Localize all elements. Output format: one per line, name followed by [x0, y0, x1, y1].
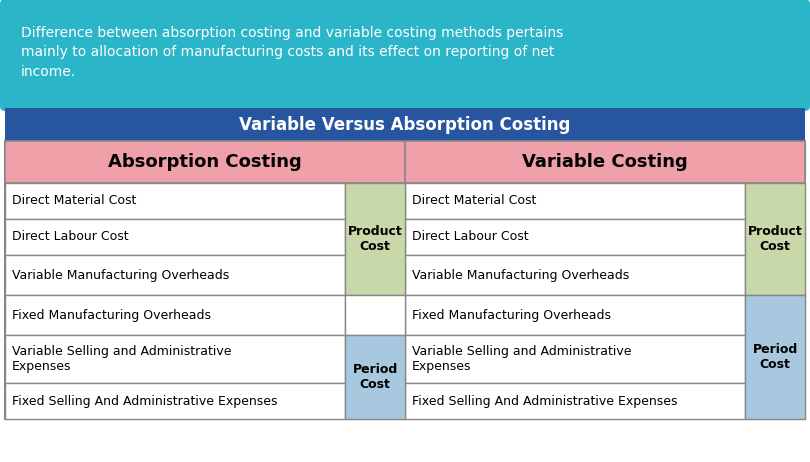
Text: Fixed Manufacturing Overheads: Fixed Manufacturing Overheads — [12, 309, 211, 322]
Bar — [5, 141, 405, 183]
Text: Variable Selling and Administrative
Expenses: Variable Selling and Administrative Expe… — [412, 345, 632, 373]
Bar — [345, 335, 405, 419]
Text: Fixed Manufacturing Overheads: Fixed Manufacturing Overheads — [412, 309, 611, 322]
Bar — [405, 141, 805, 183]
Bar — [745, 183, 805, 295]
Text: Variable Manufacturing Overheads: Variable Manufacturing Overheads — [12, 268, 229, 281]
Bar — [5, 141, 805, 419]
Text: Fixed Selling And Administrative Expenses: Fixed Selling And Administrative Expense… — [12, 395, 278, 407]
Bar — [405, 295, 745, 335]
Text: Product
Cost: Product Cost — [748, 225, 803, 253]
Text: Variable Manufacturing Overheads: Variable Manufacturing Overheads — [412, 268, 629, 281]
Text: Direct Material Cost: Direct Material Cost — [412, 195, 536, 207]
Text: Direct Labour Cost: Direct Labour Cost — [412, 231, 529, 243]
Text: Absorption Costing: Absorption Costing — [108, 153, 302, 171]
Bar — [5, 383, 345, 419]
Text: Fixed Selling And Administrative Expenses: Fixed Selling And Administrative Expense… — [412, 395, 677, 407]
Text: Period
Cost: Period Cost — [352, 363, 398, 391]
Bar — [5, 295, 345, 335]
Bar — [5, 108, 805, 141]
Bar — [5, 183, 345, 219]
Text: Difference between absorption costing and variable costing methods pertains
main: Difference between absorption costing an… — [21, 25, 563, 79]
Bar — [5, 255, 345, 295]
Text: Variable Costing: Variable Costing — [522, 153, 688, 171]
FancyBboxPatch shape — [0, 0, 810, 111]
Text: Product
Cost: Product Cost — [347, 225, 403, 253]
Text: Variable Selling and Administrative
Expenses: Variable Selling and Administrative Expe… — [12, 345, 232, 373]
Bar — [345, 183, 405, 295]
Bar — [745, 295, 805, 419]
Bar — [345, 295, 405, 335]
Text: Direct Material Cost: Direct Material Cost — [12, 195, 136, 207]
Text: Period
Cost: Period Cost — [752, 343, 798, 371]
Bar — [405, 255, 745, 295]
Bar — [405, 383, 745, 419]
Bar — [5, 219, 345, 255]
Bar — [405, 335, 745, 383]
Bar — [405, 183, 745, 219]
Text: Variable Versus Absorption Costing: Variable Versus Absorption Costing — [239, 116, 571, 134]
Bar — [405, 219, 745, 255]
Bar — [5, 335, 345, 383]
Text: Direct Labour Cost: Direct Labour Cost — [12, 231, 129, 243]
